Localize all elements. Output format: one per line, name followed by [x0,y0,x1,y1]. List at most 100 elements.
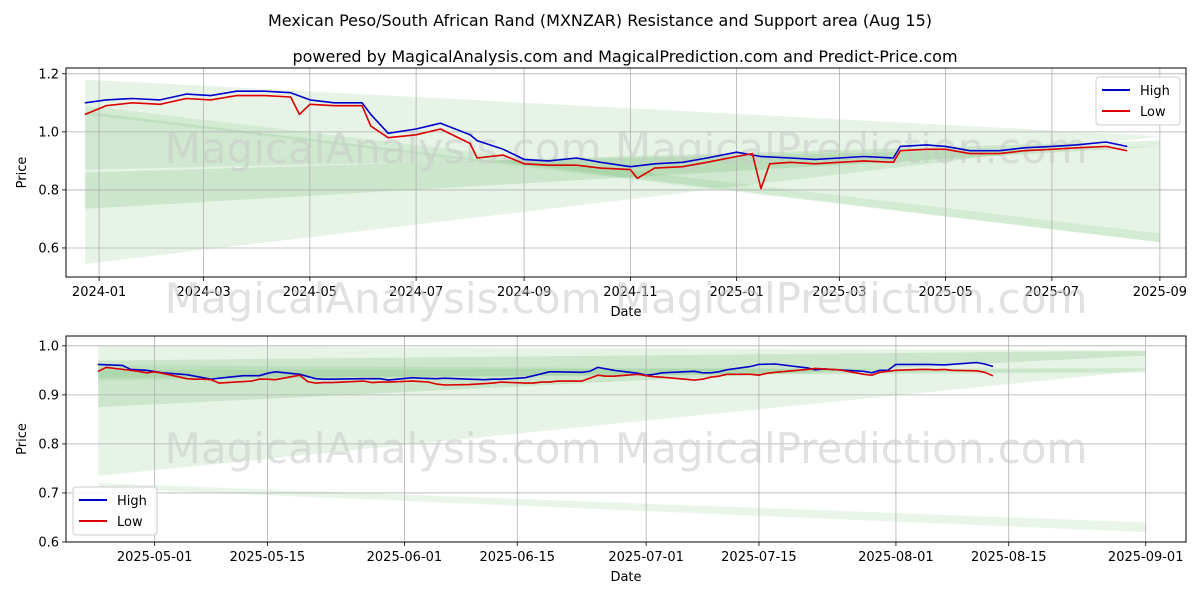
x-tick-label: 2025-07-01 [608,550,684,565]
data-point-high [1105,141,1107,143]
data-point-high [84,102,86,104]
data-point-high [984,363,986,365]
data-point-low [331,382,333,384]
data-point-high [863,155,865,158]
data-point-high [919,363,921,365]
data-point-low [806,368,808,370]
data-point-high [323,378,325,380]
data-point-high [242,375,244,377]
data-point-high [131,97,133,100]
x-tick-label: 2025-05-15 [230,550,306,565]
x-tick-label: 2025-07 [1025,285,1079,300]
data-point-low [838,369,841,371]
data-point-low [871,374,873,376]
data-point-high [492,378,494,380]
data-point-low [629,169,632,171]
y-tick-label: 0.6 [38,536,59,551]
data-point-low [1075,147,1077,149]
data-point-high [760,155,762,158]
data-point-low [661,376,663,378]
data-point-high [1023,147,1025,149]
data-point-high [661,372,663,374]
data-point-high [387,379,389,381]
data-point-low [502,154,504,156]
data-point-low [236,95,238,97]
data-point-high [218,377,220,379]
data-point-low [387,137,389,139]
data-point-low [999,153,1001,155]
data-point-low [726,373,728,375]
data-point-high [309,99,311,101]
data-point-low [439,128,442,130]
data-point-high [600,161,602,163]
data-point-low [597,374,599,376]
data-point-low [159,103,161,105]
data-point-low [444,384,446,386]
data-point-low [154,371,156,373]
data-point-high [999,150,1001,152]
data-point-low [605,375,607,377]
data-point-high [575,157,578,159]
band-2 [85,111,1160,243]
x-tick-label: 2025-01 [709,285,763,300]
data-point-low [892,161,895,163]
legend-label-low: Low [1140,105,1166,120]
data-point-high [500,378,502,380]
data-point-high [436,378,438,380]
data-point-low [290,96,292,98]
data-point-high [726,369,728,371]
data-point-high [439,122,442,124]
data-point-low [210,99,212,101]
data-point-low [469,142,471,145]
data-point-low [1126,150,1128,152]
data-point-high [361,102,363,104]
y-axis-label: Price [15,423,30,455]
data-point-low [613,375,615,377]
data-point-high [814,369,817,371]
x-tick-label: 2024-03 [176,285,230,300]
price-lines [84,90,1128,190]
data-point-high [331,378,333,380]
data-point-low [935,369,937,371]
x-tick-label: 2025-03 [812,285,866,300]
data-point-low [645,375,647,377]
data-point-high [419,377,422,379]
data-point-low [194,378,196,380]
data-point-high [274,371,277,373]
data-point-low [131,102,133,104]
band-1 [85,79,1160,264]
x-tick-label: 2024-11 [603,285,657,300]
series-line-low [84,94,1127,190]
data-point-high [290,92,292,94]
data-point-high [484,379,486,381]
data-point-high [895,363,897,365]
data-point-high [159,99,161,101]
data-point-high [693,370,696,372]
data-point-high [927,363,929,365]
data-point-low [387,381,389,383]
data-point-low [992,375,994,377]
data-point-high [315,378,317,380]
data-point-low [589,377,591,379]
data-point-high [547,160,550,162]
data-point-low [484,383,486,385]
data-point-low [266,378,268,380]
data-point-high [523,158,525,160]
data-point-high [258,375,260,377]
data-point-low [814,367,817,369]
data-point-low [532,382,534,384]
data-point-low [706,161,708,163]
data-point-high [992,365,994,367]
data-point-low [887,370,889,372]
data-point-high [871,372,873,374]
data-point-low [202,378,204,380]
data-point-low [298,113,300,115]
band-4 [98,483,1146,533]
axes: 2024-01 2024-03 2024-05 2024-07 2024-09 2024-… [38,67,1187,300]
data-point-high [814,158,816,160]
y-tick-label: 0.8 [38,183,59,198]
data-point-high [333,102,335,104]
data-point-low [556,380,559,382]
data-point-low [547,164,550,166]
